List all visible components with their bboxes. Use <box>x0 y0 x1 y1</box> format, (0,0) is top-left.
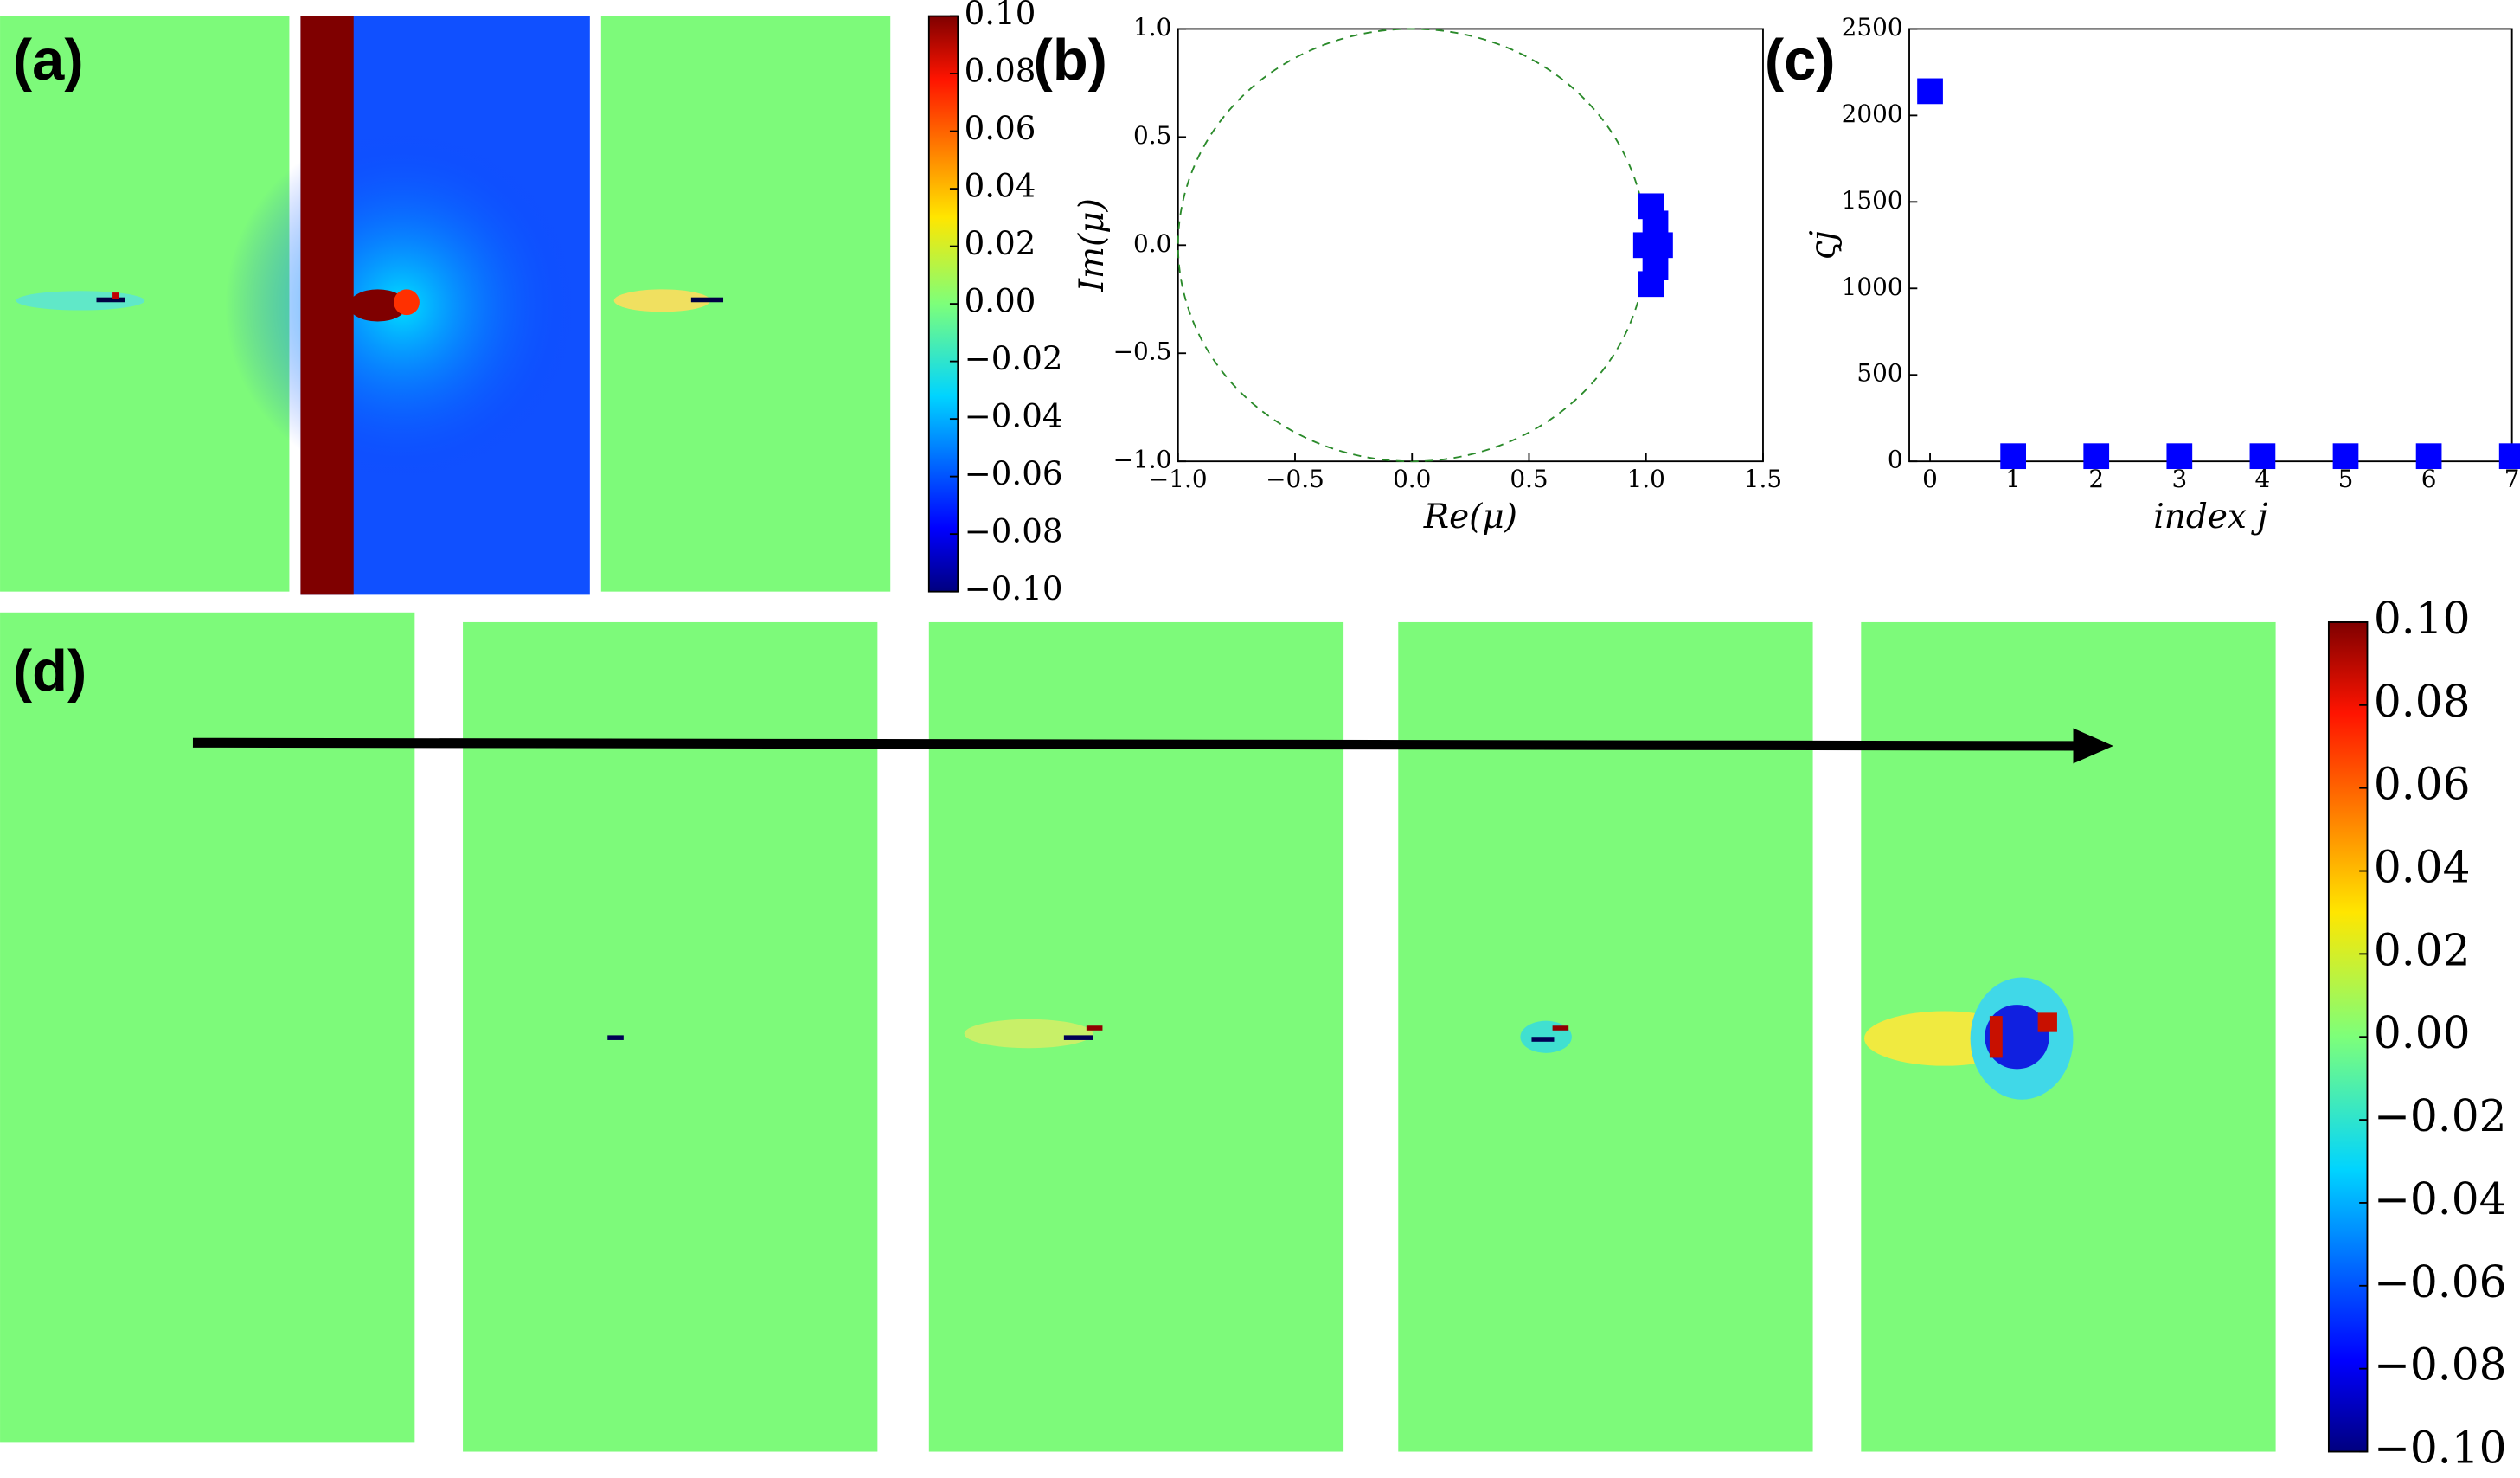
y-tick-label: 0.0 <box>1133 229 1171 258</box>
y-tick-label: 2000 <box>1842 100 1903 128</box>
tick-label: 0.06 <box>965 110 1036 147</box>
tick-label: −0.02 <box>965 340 1063 377</box>
x-axis-label: index j <box>2153 498 2267 537</box>
field-images <box>0 16 2276 1452</box>
point <box>2000 443 2026 470</box>
y-tick-label: 0.5 <box>1133 121 1171 150</box>
tick-label: −0.04 <box>2374 1173 2507 1224</box>
point <box>1647 232 1673 259</box>
tick-label: 0.02 <box>2374 924 2471 975</box>
plot-frame <box>1177 28 1764 463</box>
x-tick-label: 7 <box>2504 465 2520 493</box>
x-tick-label: 1.0 <box>1627 465 1665 493</box>
tick-label: 0.08 <box>2374 676 2471 727</box>
point <box>2415 443 2442 470</box>
x-axis-label: Re(μ) <box>1423 498 1517 537</box>
x-tick-label: 0 <box>1922 465 1938 493</box>
plot: 0 1 2 3 4 5 6 7 0 500 1000 1500 2000 2500 index j ςj <box>1804 13 2520 537</box>
panel-label: (c) <box>1765 28 1836 93</box>
tick-label: −0.08 <box>2374 1340 2507 1391</box>
tick-label: 0.08 <box>965 53 1036 90</box>
x-tick-label: 2 <box>2088 465 2104 493</box>
point <box>1917 78 1943 105</box>
x-tick-label: 0.0 <box>1393 465 1431 493</box>
x-tick-label: 0.5 <box>1510 465 1548 493</box>
tick-label: −0.06 <box>965 455 1063 492</box>
tick-label: −0.06 <box>2374 1256 2507 1308</box>
y-tick-label: −1.0 <box>1113 446 1172 474</box>
tick-label: 0.04 <box>2374 842 2471 893</box>
tick-label: 0.04 <box>965 168 1036 205</box>
y-tick-label: 1500 <box>1842 186 1903 215</box>
y-tick-label: 500 <box>1856 359 1902 388</box>
tick-label: −0.02 <box>2374 1090 2507 1141</box>
tick-label: 0.06 <box>2374 759 2471 810</box>
x-tick-label: 6 <box>2421 465 2437 493</box>
x-tick-label: −0.5 <box>1266 465 1324 493</box>
y-axis-label: ςj <box>1804 230 1843 260</box>
x-tick-label: 5 <box>2338 465 2354 493</box>
arrow <box>192 728 2113 764</box>
tick-label: −0.10 <box>2374 1423 2507 1474</box>
panel-label: (b) <box>1034 28 1107 93</box>
point <box>1642 210 1669 237</box>
x-tick-label: 1.5 <box>1744 465 1782 493</box>
point <box>2498 443 2520 470</box>
tick-label: −0.08 <box>965 513 1063 550</box>
x-tick-label: 1 <box>2005 465 2021 493</box>
tick-label: 0.10 <box>2374 593 2471 644</box>
plot-frame <box>1908 28 2513 463</box>
point <box>2083 443 2110 470</box>
point <box>1638 271 1664 298</box>
tick-label: 0.00 <box>965 283 1036 320</box>
x-tick-label: 4 <box>2255 465 2271 493</box>
y-tick-label: −0.5 <box>1113 337 1172 366</box>
tick-label: 0.00 <box>2374 1007 2471 1058</box>
panel-label: (a) <box>13 28 84 93</box>
y-tick-label: 0 <box>1888 446 1903 474</box>
point <box>2332 443 2359 470</box>
x-tick-label: 3 <box>2171 465 2187 493</box>
point <box>2249 443 2276 470</box>
tick-label: 0.02 <box>965 225 1036 262</box>
tick-label: −0.04 <box>965 398 1063 435</box>
tick-label: −0.10 <box>965 570 1063 607</box>
tick-label: 0.10 <box>965 0 1036 32</box>
y-tick-label: 2500 <box>1842 13 1903 42</box>
y-axis-label: Im(μ) <box>1073 198 1112 292</box>
point <box>2166 443 2193 470</box>
plot: −1.0 −0.5 0.0 0.5 1.0 1.5 1.0 0.5 0.0 −0.5 −1.0 Re(… <box>1073 13 1782 537</box>
y-tick-label: 1000 <box>1842 273 1903 301</box>
y-tick-label: 1.0 <box>1133 13 1171 42</box>
panel-label: (d) <box>13 639 87 704</box>
x-tick-label: −1.0 <box>1149 465 1208 493</box>
